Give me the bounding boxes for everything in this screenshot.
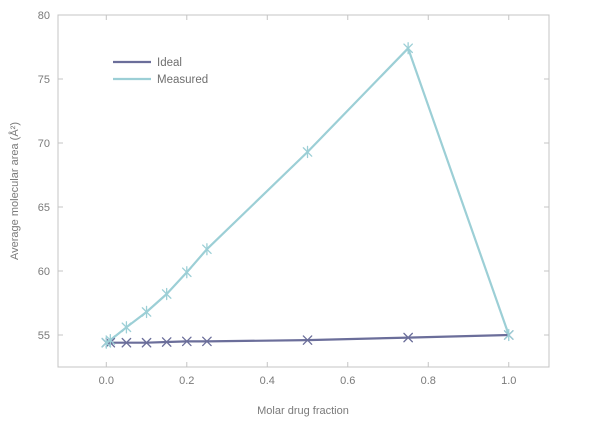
data-point-ideal [403, 332, 413, 343]
data-point-ideal [202, 336, 212, 347]
data-point-measured [503, 328, 514, 342]
data-point-ideal [141, 337, 152, 348]
data-point-measured [161, 287, 172, 301]
series-line-measured [105, 47, 510, 344]
legend: Ideal Measured [113, 57, 208, 86]
x-tick-label: 0.2 [179, 375, 194, 387]
x-axis-ticks: 0.0 0.2 0.4 0.6 0.8 1.0 [99, 15, 516, 387]
data-point-ideal [302, 335, 313, 345]
data-point-ideal [121, 337, 132, 348]
legend-label-ideal: Ideal [157, 57, 182, 69]
y-axis-title: Average molecular area (Å²) [8, 122, 21, 260]
series-lines [105, 47, 510, 344]
data-point-measured [141, 305, 152, 319]
plot-frame [57, 14, 550, 368]
y-tick-label: 60 [38, 266, 50, 278]
series-markers [101, 42, 514, 349]
x-axis-title: Molar drug fraction [257, 405, 349, 417]
y-tick-label: 80 [38, 10, 50, 22]
x-tick-label: 0.8 [421, 375, 436, 387]
data-point-measured [121, 321, 132, 334]
data-point-measured [181, 266, 192, 279]
x-tick-label: 0.6 [340, 375, 355, 387]
y-tick-label: 70 [38, 138, 50, 150]
y-tick-label: 75 [38, 74, 50, 86]
legend-label-measured: Measured [157, 74, 208, 86]
data-point-measured [302, 145, 313, 159]
data-point-measured [105, 333, 116, 347]
x-tick-label: 1.0 [501, 375, 516, 387]
y-axis-ticks: 55 60 65 70 75 80 [38, 10, 549, 342]
series-line-ideal [106, 333, 509, 344]
y-tick-label: 65 [38, 202, 50, 214]
x-tick-label: 0.0 [99, 375, 114, 387]
x-tick-label: 0.4 [260, 375, 275, 387]
data-point-measured [202, 243, 212, 256]
y-tick-label: 55 [38, 330, 50, 342]
data-point-measured [101, 336, 112, 349]
data-point-ideal [181, 336, 192, 347]
data-point-measured [403, 42, 413, 55]
data-point-ideal [161, 337, 172, 347]
